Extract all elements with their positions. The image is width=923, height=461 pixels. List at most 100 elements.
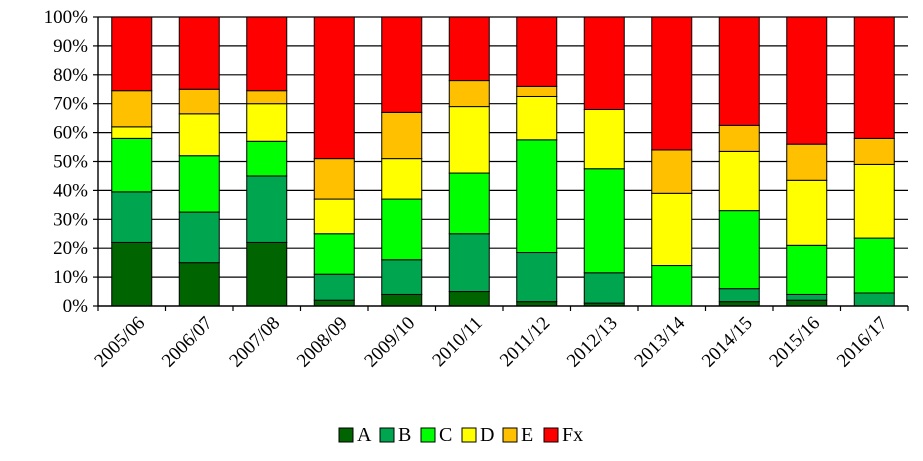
bar-segment — [246, 90, 288, 105]
legend-swatch — [502, 427, 518, 443]
bar-segment — [853, 237, 895, 294]
bar-segment — [178, 16, 220, 90]
legend-label: C — [439, 424, 452, 446]
bar-segment — [178, 262, 220, 307]
x-tick-label: 2008/09 — [293, 313, 352, 372]
bar-segment — [853, 163, 895, 239]
y-tick-label: 70% — [53, 94, 88, 115]
bar-segment — [246, 140, 288, 177]
axes — [93, 16, 909, 311]
bar-segment — [313, 16, 355, 160]
bar-segment — [448, 233, 490, 293]
bar-segment — [786, 179, 828, 246]
bars — [111, 16, 895, 307]
bar-segment — [718, 288, 760, 303]
y-tick-label: 10% — [53, 267, 88, 288]
x-tick-label: 2014/15 — [698, 313, 757, 372]
bar-segment — [853, 137, 895, 165]
bar-segment — [111, 241, 153, 307]
legend-label: Fx — [562, 424, 583, 446]
bar-segment — [448, 106, 490, 174]
bar-segment — [516, 252, 558, 303]
legend-label: A — [357, 424, 372, 446]
legend-label: E — [521, 424, 533, 446]
bar-segment — [651, 265, 693, 307]
y-tick-label: 30% — [53, 209, 88, 230]
bar-segment — [111, 137, 153, 193]
bar-segment — [111, 90, 153, 128]
bar-segment — [651, 16, 693, 151]
bar-segment — [583, 272, 625, 304]
x-tick-label: 2005/06 — [90, 313, 149, 372]
bar-segment — [718, 124, 760, 152]
bar-segment — [313, 158, 355, 200]
legend-swatch — [543, 427, 559, 443]
bar-segment — [448, 291, 490, 307]
bar-segment — [246, 103, 288, 142]
y-tick-label: 20% — [53, 238, 88, 259]
bar-segment — [786, 299, 828, 307]
bar-segment — [178, 88, 220, 115]
x-tick-label: 2015/16 — [765, 313, 824, 372]
bar-segment — [111, 126, 153, 139]
legend-swatch — [461, 427, 477, 443]
bar-segment — [246, 16, 288, 92]
bar-segment — [516, 16, 558, 87]
bar-segment — [313, 233, 355, 275]
legend-label: D — [480, 424, 494, 446]
x-tick-label: 2007/08 — [225, 313, 284, 372]
bar-segment — [111, 191, 153, 243]
bar-segment — [786, 16, 828, 145]
legend-swatch — [379, 427, 395, 443]
bar-segment — [381, 198, 423, 261]
y-tick-label: 90% — [53, 36, 88, 57]
bar-segment — [178, 155, 220, 213]
bar-segment — [718, 16, 760, 126]
x-tick-label: 2016/17 — [833, 313, 892, 372]
legend-swatch — [420, 427, 436, 443]
bar-segment — [313, 198, 355, 235]
bar-segment — [111, 16, 153, 92]
bar-segment — [178, 113, 220, 157]
bar-segment — [381, 293, 423, 307]
y-tick-label: 60% — [53, 123, 88, 144]
bar-segment — [246, 175, 288, 243]
y-tick-label: 100% — [44, 7, 89, 28]
bar-segment — [786, 293, 828, 301]
bar-segment — [448, 16, 490, 82]
bar-segment — [381, 259, 423, 295]
bar-segment — [448, 80, 490, 108]
bar-segment — [381, 158, 423, 200]
legend-swatch — [338, 427, 354, 443]
bar-segment — [381, 111, 423, 160]
y-tick-label: 40% — [53, 180, 88, 201]
bar-segment — [516, 85, 558, 97]
y-tick-label: 80% — [53, 65, 88, 86]
bar-segment — [583, 108, 625, 170]
bar-segment — [583, 168, 625, 274]
bar-segment — [313, 273, 355, 301]
bar-segment — [516, 139, 558, 254]
bar-segment — [786, 143, 828, 181]
y-tick-label: 0% — [63, 296, 89, 317]
bar-segment — [651, 192, 693, 267]
legend: A B C D E Fx — [338, 424, 583, 446]
bar-segment — [583, 16, 625, 110]
bar-segment — [448, 172, 490, 235]
bar-segment — [246, 241, 288, 307]
bar-segment — [178, 211, 220, 264]
bar-segment — [381, 16, 423, 113]
y-tick-label: 50% — [53, 152, 88, 173]
x-tick-label: 2009/10 — [360, 313, 419, 372]
bar-segment — [718, 210, 760, 290]
x-tick-label: 2011/12 — [496, 313, 554, 371]
x-tick-labels: 2005/06 2006/07 2007/08 2008/09 2009/10 2010/… — [90, 312, 891, 371]
x-tick-label: 2006/07 — [158, 313, 217, 372]
bar-segment — [718, 150, 760, 212]
x-tick-label: 2013/14 — [630, 312, 689, 371]
bar-segment — [853, 292, 895, 307]
grid-lines — [98, 16, 908, 278]
y-tick-labels: 0% 10% 20% 30% 40% 50% 60% 70% 80% 90% 100% — [44, 7, 89, 317]
bar-segment — [853, 16, 895, 139]
